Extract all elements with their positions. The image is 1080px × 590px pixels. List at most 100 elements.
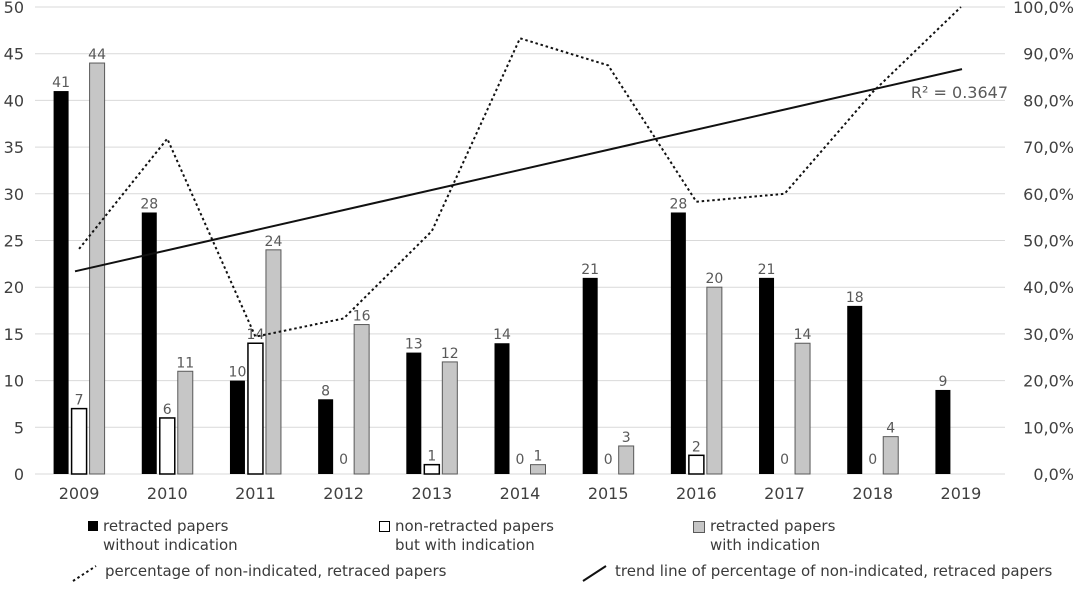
legend-label: trend line of percentage of non-indicate… — [615, 562, 1053, 580]
chart-layers: 0 0,0%5 10,0%10 20,0%15 30,0%20 40,0%25 50,0%3… — [4, 0, 1074, 503]
bar-value-label: 12 — [441, 346, 459, 362]
right-axis-tick: 70,0% — [1023, 138, 1074, 157]
bar-value-label: 16 — [353, 309, 371, 325]
gray-square-marker-icon — [693, 521, 705, 533]
right-axis-tick: 40,0% — [1023, 278, 1074, 297]
bar-value-label: 11 — [176, 355, 194, 371]
bar-value-label: 14 — [794, 327, 812, 343]
legend-item-percentage-line: percentage of non-indicated, retraced pa… — [70, 562, 446, 584]
r-squared-label: R² = 0.3647 — [911, 83, 1008, 102]
right-axis-tick: 0,0% — [1033, 465, 1074, 484]
legend-label-line2: without indication — [103, 536, 238, 554]
bar-value-label: 21 — [581, 262, 599, 278]
bar-value-label: 4 — [886, 421, 895, 437]
bar-value-label: 6 — [163, 402, 172, 418]
bar-black-2019 — [935, 389, 951, 474]
bar-value-label: 9 — [938, 374, 947, 390]
bar-black-2016 — [670, 212, 686, 475]
bar-gray-2018 — [882, 436, 899, 475]
bar-value-label: 21 — [758, 262, 776, 278]
bar-gray-2017 — [794, 342, 811, 475]
bar-value-label: 24 — [265, 234, 283, 250]
bar-black-2009 — [53, 91, 69, 474]
legend-label: non-retracted papers but with indication — [395, 517, 554, 555]
right-axis-tick: 80,0% — [1023, 91, 1074, 110]
left-axis-tick: 0 — [14, 465, 24, 484]
legend-label-line2: with indication — [710, 536, 821, 554]
bar-gray-2012 — [353, 324, 370, 475]
bar-value-label: 28 — [669, 196, 687, 212]
x-axis-year-label: 2015 — [588, 484, 629, 503]
left-axis-tick: 10 — [4, 372, 24, 391]
right-axis-tick: 90,0% — [1023, 45, 1074, 64]
legend-item-trend-line: trend line of percentage of non-indicate… — [580, 562, 1052, 584]
bar-black-2014 — [494, 343, 510, 474]
bar-black-2013 — [406, 352, 422, 474]
left-axis-tick: 30 — [4, 185, 24, 204]
bar-value-label: 2 — [692, 439, 701, 455]
bar-gray-2015 — [618, 445, 635, 475]
bar-value-label: 28 — [140, 196, 158, 212]
legend-label-line2: but with indication — [395, 536, 535, 554]
x-axis-year-label: 2012 — [323, 484, 364, 503]
bar-black-2017 — [759, 277, 775, 474]
left-axis-tick: 40 — [4, 91, 24, 110]
bar-black-2018 — [847, 305, 863, 474]
bar-gray-2016 — [706, 286, 723, 475]
right-axis-tick: 10,0% — [1023, 418, 1074, 437]
legend-label: percentage of non-indicated, retraced pa… — [105, 562, 447, 580]
x-axis-year-label: 2017 — [764, 484, 805, 503]
x-axis-year-label: 2019 — [941, 484, 982, 503]
bar-white-2009 — [70, 407, 88, 475]
trend-line — [74, 68, 963, 273]
legend-item-retracted-without-indication: retracted papers without indication — [88, 517, 238, 555]
bar-gray-2013 — [441, 361, 458, 475]
bar-black-2012 — [318, 399, 334, 474]
left-axis-tick: 45 — [4, 45, 24, 64]
bar-black-2010 — [141, 212, 157, 475]
bar-gray-2009 — [89, 62, 106, 475]
bar-white-2016 — [688, 454, 705, 475]
left-axis-tick: 5 — [14, 418, 24, 437]
legend-label-line1: retracted papers — [103, 517, 229, 535]
dotted-line-marker-icon — [72, 565, 97, 582]
legend-label: retracted papers without indication — [103, 517, 238, 555]
chart-plot-area: 0 0,0%5 10,0%10 20,0%15 30,0%20 40,0%25 50,0%3… — [4, 0, 1074, 503]
bar-value-label: 20 — [705, 271, 723, 287]
x-axis-year-label: 2014 — [500, 484, 541, 503]
bar-gray-2010 — [177, 370, 194, 475]
legend-label-line1: non-retracted papers — [395, 517, 555, 535]
legend-label: retracted papers with indication — [710, 517, 835, 555]
left-axis-tick: 25 — [4, 232, 24, 251]
legend-label-line1: retracted papers — [710, 517, 836, 535]
black-square-marker-icon — [88, 521, 98, 531]
bar-gray-2014 — [530, 464, 546, 475]
bar-value-label: 18 — [846, 290, 864, 306]
bar-value-label: 1 — [427, 449, 436, 465]
bar-value-label: 0 — [868, 452, 877, 468]
right-axis-tick: 50,0% — [1023, 232, 1074, 251]
x-axis-year-label: 2013 — [411, 484, 452, 503]
x-axis-year-label: 2018 — [852, 484, 893, 503]
bar-value-label: 0 — [780, 452, 789, 468]
bar-value-label: 10 — [229, 365, 247, 381]
right-axis-tick: 20,0% — [1023, 372, 1074, 391]
right-axis-tick: 100,0% — [1013, 0, 1074, 17]
legend-item-retracted-with-indication: retracted papers with indication — [693, 517, 835, 555]
left-axis-tick: 50 — [4, 0, 24, 17]
bar-black-2011 — [229, 380, 245, 474]
bar-black-2015 — [582, 277, 598, 474]
bar-value-label: 7 — [75, 393, 84, 409]
bar-value-label: 0 — [516, 452, 525, 468]
bar-value-label: 44 — [88, 47, 106, 63]
bar-white-2013 — [423, 463, 441, 475]
left-axis-tick: 20 — [4, 278, 24, 297]
x-axis-year-label: 2010 — [147, 484, 188, 503]
left-axis-tick: 15 — [4, 325, 24, 344]
x-axis-year-label: 2016 — [676, 484, 717, 503]
x-axis-year-label: 2009 — [59, 484, 100, 503]
bar-value-label: 0 — [339, 452, 348, 468]
solid-line-marker-icon — [582, 565, 607, 582]
right-axis-tick: 60,0% — [1023, 185, 1074, 204]
